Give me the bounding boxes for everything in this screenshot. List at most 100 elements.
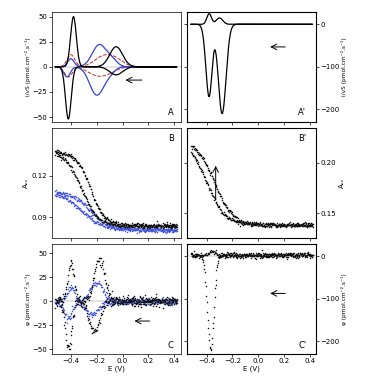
Point xyxy=(295,252,301,258)
Point xyxy=(217,252,223,258)
Point xyxy=(127,226,132,233)
Point xyxy=(191,253,197,259)
Point xyxy=(306,223,312,229)
Point xyxy=(81,200,86,206)
Point xyxy=(96,304,102,310)
Point xyxy=(96,258,102,264)
Point xyxy=(151,300,157,306)
Point xyxy=(127,226,132,233)
Point xyxy=(141,299,147,305)
Point xyxy=(147,299,153,305)
Point xyxy=(95,306,101,313)
Point xyxy=(231,213,237,219)
Point xyxy=(215,188,221,194)
Point xyxy=(244,251,250,258)
Point xyxy=(267,253,273,259)
Point xyxy=(278,251,284,257)
Point xyxy=(82,173,88,179)
Point xyxy=(237,219,243,225)
Point xyxy=(81,295,86,301)
Point xyxy=(144,298,149,304)
Point xyxy=(107,220,113,226)
Point xyxy=(130,224,136,230)
Point xyxy=(90,209,96,216)
Point xyxy=(297,221,302,228)
Point xyxy=(74,295,80,301)
Point xyxy=(277,253,283,259)
Point xyxy=(308,252,314,258)
Point xyxy=(74,301,80,307)
Point xyxy=(85,295,91,301)
Point xyxy=(243,220,249,226)
Point xyxy=(56,190,62,196)
Point xyxy=(160,223,166,229)
Point xyxy=(250,222,256,228)
Point xyxy=(280,221,286,228)
Point xyxy=(124,226,130,232)
Point xyxy=(219,197,225,203)
Point xyxy=(109,298,115,304)
Point xyxy=(81,211,87,217)
Point xyxy=(170,223,176,229)
Point xyxy=(78,164,84,171)
Point xyxy=(145,223,151,229)
Point xyxy=(218,253,224,259)
Point xyxy=(213,182,219,188)
Point xyxy=(56,299,62,305)
Point xyxy=(157,223,163,229)
Point xyxy=(255,220,261,226)
Point xyxy=(214,264,220,270)
Point xyxy=(164,297,170,303)
Point xyxy=(134,301,139,307)
Point xyxy=(288,222,294,228)
Point xyxy=(243,220,249,226)
Text: C: C xyxy=(168,341,174,350)
Point xyxy=(276,253,282,259)
Point xyxy=(71,168,77,174)
Point xyxy=(255,253,261,259)
Point xyxy=(66,346,72,352)
Point xyxy=(141,298,147,305)
Point xyxy=(167,299,173,305)
Point xyxy=(71,287,77,293)
Point xyxy=(237,254,243,261)
Point xyxy=(133,298,139,304)
Point xyxy=(59,302,65,308)
Point xyxy=(281,253,287,259)
Point xyxy=(305,221,311,227)
Point xyxy=(282,252,288,258)
Point xyxy=(136,223,142,229)
Point xyxy=(291,222,297,228)
Point xyxy=(166,296,172,302)
Point xyxy=(261,252,267,258)
Point xyxy=(250,221,255,228)
Point xyxy=(271,253,277,259)
Point xyxy=(98,223,103,229)
Point xyxy=(86,311,92,317)
Point xyxy=(144,224,149,230)
Point xyxy=(81,301,87,307)
Point xyxy=(71,313,77,320)
Point xyxy=(291,223,297,229)
Point xyxy=(80,209,86,215)
Point xyxy=(228,250,234,256)
Point xyxy=(74,197,80,203)
Point xyxy=(118,224,124,230)
Point xyxy=(201,252,207,258)
Point xyxy=(208,346,213,353)
Point xyxy=(195,161,201,167)
Point xyxy=(64,290,70,296)
Point xyxy=(231,213,237,219)
Point xyxy=(113,300,118,306)
Y-axis label: i/vS (pmol.cm⁻².s⁻¹): i/vS (pmol.cm⁻².s⁻¹) xyxy=(342,37,347,96)
Point xyxy=(216,255,222,261)
Point xyxy=(113,293,119,300)
Point xyxy=(206,187,212,193)
Point xyxy=(144,299,149,305)
Point xyxy=(309,252,315,258)
Point xyxy=(78,303,84,309)
Point xyxy=(150,300,156,306)
Point xyxy=(287,222,293,228)
Point xyxy=(203,161,209,167)
Point xyxy=(100,300,106,306)
